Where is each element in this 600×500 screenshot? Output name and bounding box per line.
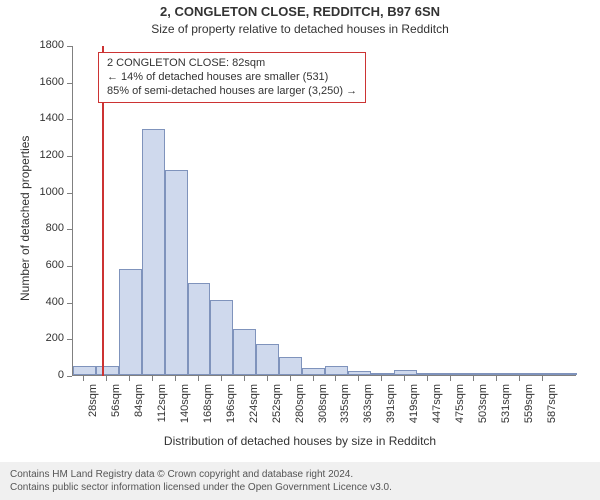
plot-area: 2 CONGLETON CLOSE: 82sqm← 14% of detache… [72, 46, 576, 376]
xtick-label: 56sqm [110, 384, 122, 434]
xtick-mark [106, 376, 107, 381]
ytick-mark [67, 229, 72, 230]
ytick-label: 1000 [0, 186, 64, 198]
xtick-mark [450, 376, 451, 381]
histogram-bar [210, 300, 233, 375]
xtick-label: 475sqm [454, 384, 466, 434]
xtick-mark [473, 376, 474, 381]
chart-subtitle: Size of property relative to detached ho… [0, 22, 600, 36]
xtick-mark [358, 376, 359, 381]
xtick-label: 531sqm [500, 384, 512, 434]
ytick-mark [67, 83, 72, 84]
histogram-bar [256, 344, 279, 375]
histogram-bar [485, 373, 508, 375]
xtick-label: 587sqm [546, 384, 558, 434]
xtick-label: 363sqm [362, 384, 374, 434]
ytick-label: 1200 [0, 149, 64, 161]
xtick-mark [404, 376, 405, 381]
footer-attribution: Contains HM Land Registry data © Crown c… [0, 462, 600, 500]
xtick-mark [198, 376, 199, 381]
xtick-mark [335, 376, 336, 381]
histogram-bar [73, 366, 96, 375]
xtick-label: 503sqm [477, 384, 489, 434]
footer-line-1: Contains HM Land Registry data © Crown c… [10, 468, 590, 481]
x-axis-label: Distribution of detached houses by size … [0, 434, 600, 448]
histogram-bar [325, 366, 348, 375]
xtick-mark [427, 376, 428, 381]
info-box-line: ← 14% of detached houses are smaller (53… [107, 71, 357, 85]
xtick-label: 308sqm [317, 384, 329, 434]
xtick-mark [496, 376, 497, 381]
xtick-label: 168sqm [202, 384, 214, 434]
xtick-mark [313, 376, 314, 381]
histogram-bar [462, 373, 485, 375]
histogram-bar [302, 368, 325, 375]
xtick-label: 280sqm [294, 384, 306, 434]
xtick-label: 252sqm [271, 384, 283, 434]
xtick-label: 419sqm [408, 384, 420, 434]
xtick-mark [129, 376, 130, 381]
ytick-label: 400 [0, 296, 64, 308]
xtick-mark [152, 376, 153, 381]
histogram-bar [188, 283, 211, 375]
property-info-box: 2 CONGLETON CLOSE: 82sqm← 14% of detache… [98, 52, 366, 103]
histogram-bar [165, 170, 188, 375]
ytick-label: 600 [0, 259, 64, 271]
ytick-label: 1400 [0, 112, 64, 124]
ytick-mark [67, 266, 72, 267]
ytick-label: 800 [0, 222, 64, 234]
chart-container: { "title": "2, CONGLETON CLOSE, REDDITCH… [0, 0, 600, 500]
xtick-label: 196sqm [225, 384, 237, 434]
footer-line-2: Contains public sector information licen… [10, 481, 590, 494]
xtick-label: 140sqm [179, 384, 191, 434]
xtick-label: 112sqm [156, 384, 168, 434]
xtick-mark [267, 376, 268, 381]
ytick-label: 1800 [0, 39, 64, 51]
histogram-bar [119, 269, 142, 375]
info-box-line: 2 CONGLETON CLOSE: 82sqm [107, 57, 357, 71]
ytick-mark [67, 193, 72, 194]
xtick-label: 28sqm [87, 384, 99, 434]
histogram-bar [440, 373, 463, 375]
ytick-label: 0 [0, 369, 64, 381]
histogram-bar [554, 373, 577, 375]
histogram-bar [531, 373, 554, 375]
xtick-mark [381, 376, 382, 381]
xtick-label: 224sqm [248, 384, 260, 434]
histogram-bar [279, 357, 302, 375]
histogram-bar [142, 129, 165, 375]
xtick-label: 447sqm [431, 384, 443, 434]
xtick-label: 84sqm [133, 384, 145, 434]
histogram-bar [371, 373, 394, 375]
info-box-line: 85% of semi-detached houses are larger (… [107, 85, 357, 99]
ytick-label: 1600 [0, 76, 64, 88]
ytick-label: 200 [0, 332, 64, 344]
histogram-bar [417, 373, 440, 375]
xtick-mark [175, 376, 176, 381]
ytick-mark [67, 303, 72, 304]
chart-title: 2, CONGLETON CLOSE, REDDITCH, B97 6SN [0, 4, 600, 19]
xtick-mark [221, 376, 222, 381]
histogram-bar [508, 373, 531, 375]
xtick-mark [244, 376, 245, 381]
xtick-label: 391sqm [385, 384, 397, 434]
ytick-mark [67, 339, 72, 340]
ytick-mark [67, 376, 72, 377]
xtick-label: 335sqm [339, 384, 351, 434]
histogram-bar [348, 371, 371, 375]
ytick-mark [67, 46, 72, 47]
ytick-mark [67, 119, 72, 120]
histogram-bar [233, 329, 256, 375]
xtick-mark [83, 376, 84, 381]
xtick-mark [519, 376, 520, 381]
histogram-bar [96, 366, 119, 375]
xtick-mark [290, 376, 291, 381]
histogram-bar [394, 370, 417, 376]
ytick-mark [67, 156, 72, 157]
xtick-mark [542, 376, 543, 381]
xtick-label: 559sqm [523, 384, 535, 434]
